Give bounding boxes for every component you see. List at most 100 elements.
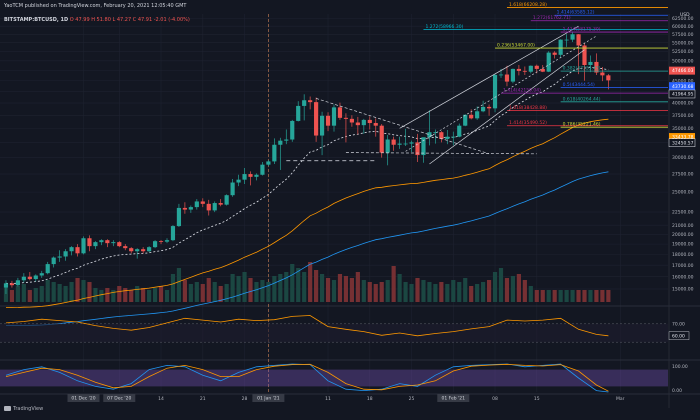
price-tag-label: 41964.95 [672,92,694,98]
candle-body [39,273,44,276]
volume-bar [105,288,110,302]
candle-body [308,100,313,103]
candle-body [45,264,50,274]
candle-body [33,275,38,280]
volume-bar [385,280,390,302]
support-line [345,152,537,155]
volume-bar [486,280,492,302]
volume-bar [188,284,193,302]
fib-label: 1.618(38428.88) [509,105,547,111]
price-tag [669,66,695,75]
volume-bar [164,290,170,302]
price-tick-label: 62500.00 [672,16,694,22]
candle-body [570,34,575,40]
volume-bar [319,274,325,302]
volume-bar [21,284,26,302]
candle-body [51,257,56,265]
candle-body [355,122,360,126]
symbol-label[interactable]: BITSTAMP:BTCUSD, 1D [4,17,69,23]
candle-body [224,195,229,205]
candle-body [486,106,492,109]
candle-body [87,238,92,247]
volume-bar [170,274,176,302]
fib-levels: 1.618(66208.28) 1.414(63585.12)1.272(6176… [423,2,668,128]
candle-body [397,143,402,145]
price-tag [669,82,695,91]
rsi-line [5,315,609,337]
volume-bar [576,290,581,302]
candle-body [170,226,176,241]
candle-body [314,102,319,136]
volume-bar [224,284,229,302]
candle-body [194,201,199,208]
time-tag-label: 01 Feb '21 [442,396,466,402]
time-tick-label: 28 [242,396,248,402]
volume-bar [152,288,158,302]
volume-bar [69,282,74,302]
volume-bar [481,282,486,302]
time-tick-label: 15 [534,396,540,402]
ema-orange-line [5,118,609,309]
candle-body [188,207,193,210]
publisher-line: YaoTCM published on TradingView.com, Feb… [4,3,187,9]
time-tag [67,394,100,402]
ohlc-readout: O 47.99 H 51.80 L 47.27 C 47.91 -2.01 (-… [69,17,190,23]
candle-body [117,242,122,247]
fib-label: 1.414(63585.12) [557,10,595,16]
candle-body [385,139,390,153]
volume-bar [236,276,241,302]
tradingview-logo[interactable]: TradingView [4,406,43,412]
time-tag-label: 01 Dec '20 [71,396,95,402]
volume-bar [588,290,593,302]
stoch-pane: 100.00 0.00 [0,363,688,394]
price-tick-label: 55000.00 [672,40,694,46]
volume-bar [212,282,217,302]
price-tick-label: 20000.00 [672,232,694,238]
candle-body [302,100,307,106]
volume-bar [510,276,516,302]
stoch-line [5,363,609,392]
volume-bar [528,286,533,302]
volume-bar [242,272,247,302]
channel-lower-line [429,49,585,165]
volume-bar [63,286,68,302]
candle-body [558,39,563,55]
candle-body [135,249,140,252]
price-tick-label: 22500.00 [672,210,694,216]
rsi-pane: 70.00 60.00 [0,315,690,343]
stoch-band [0,369,668,387]
candle-body [75,247,80,254]
channel-mid-line [405,35,597,152]
candle-body [564,39,569,41]
volume-bar [331,280,337,302]
volume-bar [445,284,450,302]
price-tag-label: 32450.57 [672,140,694,146]
fib-label: 1.272(61762.71) [533,15,571,21]
candle-body [296,105,301,121]
candle-body [516,68,521,71]
candle-body [254,174,259,177]
axis-unit-label: USD [680,12,690,18]
volume-bar [296,268,301,302]
volume-bar [409,284,414,302]
price-tick-label: 50000.00 [672,58,694,64]
time-tick-label: Mar [616,396,625,402]
price-axis: USD 15000.00 16000.00 17000.00 18000.00 19000… [668,12,696,293]
candle-body [206,203,211,211]
candle-body [361,119,366,126]
candle-body [373,123,378,126]
volume-bar [33,288,38,302]
price-tick-label: 40000.00 [672,101,694,107]
candle-body [290,120,295,140]
candle-body [158,241,164,242]
candle-body [21,276,26,281]
volume-bar [147,290,152,302]
time-tick-label: 21 [200,396,206,402]
volume-bar [129,290,134,302]
rsi-axis-label: 70.00 [672,321,685,327]
volume-bar [123,288,128,302]
volume-bar [39,286,44,302]
volume-bar [302,272,307,302]
candle-body [600,72,605,76]
